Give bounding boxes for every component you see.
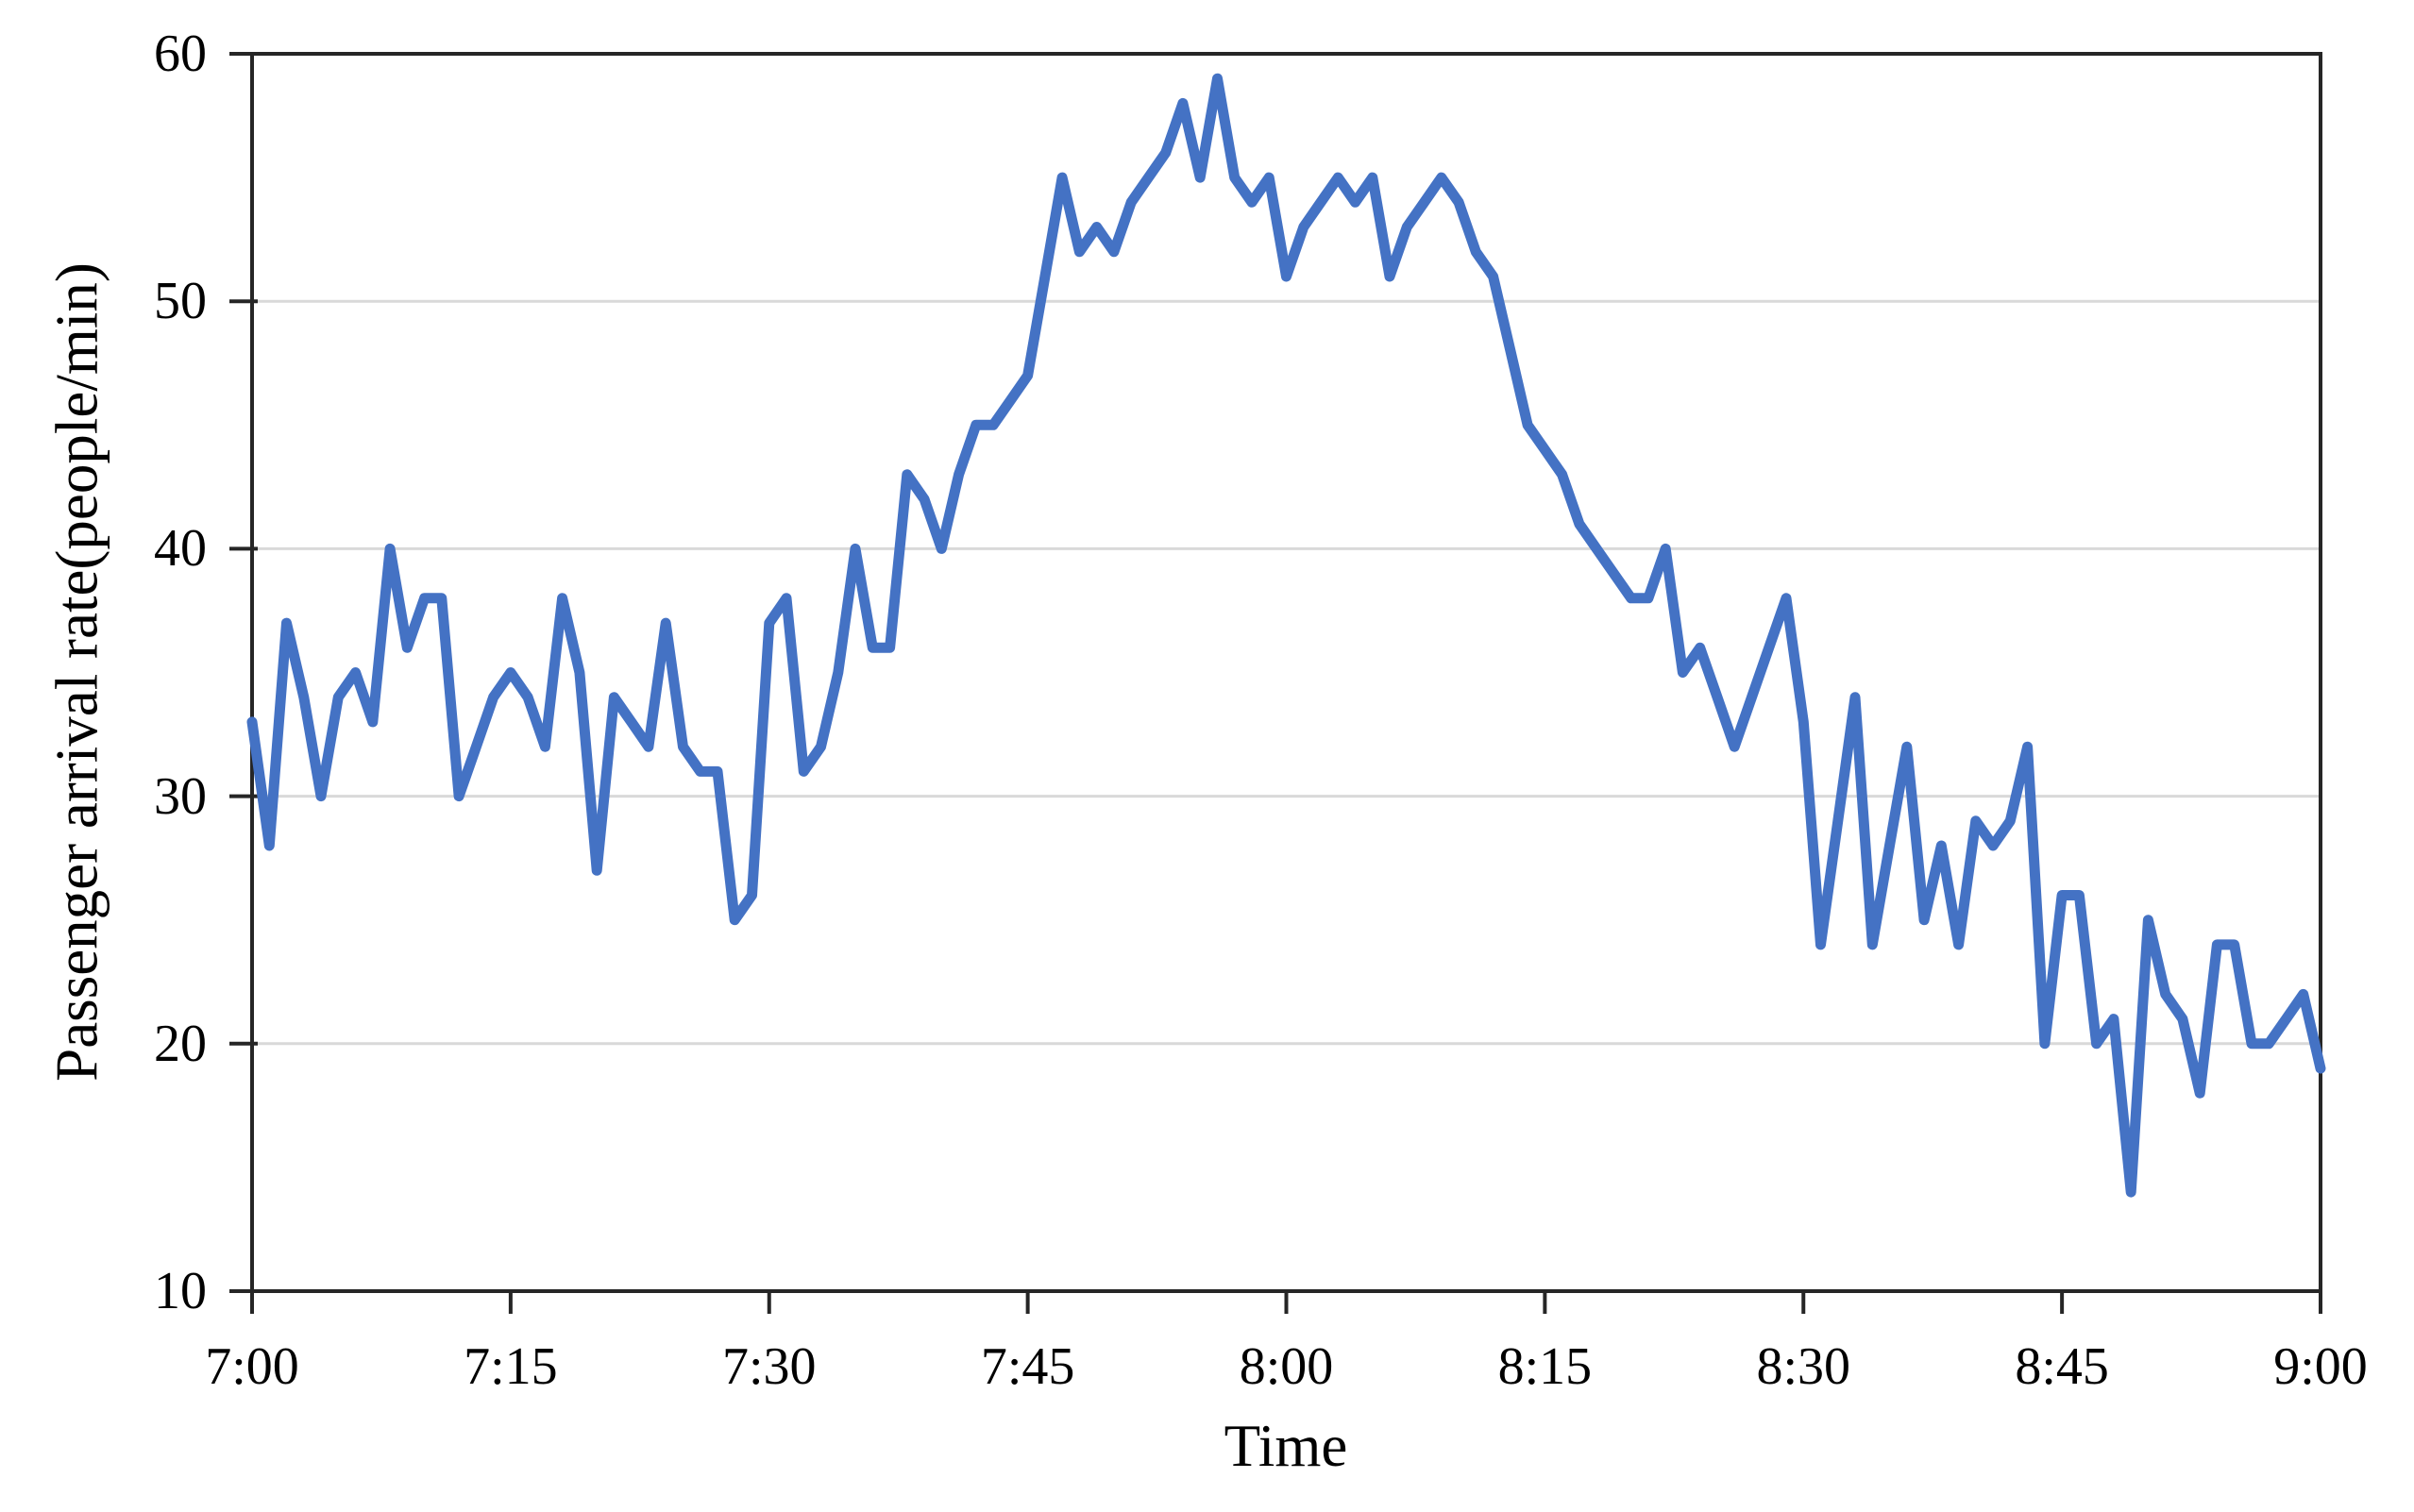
y-tick-label-30: 30 bbox=[154, 766, 207, 826]
y-tick-label-40: 40 bbox=[154, 519, 207, 579]
x-tick-label-7:00: 7:00 bbox=[205, 1337, 299, 1396]
passenger-arrival-rate-line bbox=[246, 73, 2326, 1198]
x-tick-label-8:00: 8:00 bbox=[1239, 1337, 1334, 1396]
x-tick-label-8:45: 8:45 bbox=[2015, 1337, 2109, 1396]
y-tick-label-60: 60 bbox=[154, 25, 207, 83]
x-tick-label-9:00: 9:00 bbox=[2273, 1337, 2368, 1396]
y-tick-label-50: 50 bbox=[154, 272, 207, 331]
y-tick-label-20: 20 bbox=[154, 1014, 207, 1073]
x-axis-title: Time bbox=[1224, 1413, 1348, 1479]
x-tick-label-8:15: 8:15 bbox=[1497, 1337, 1593, 1396]
plot-border bbox=[250, 52, 2322, 1293]
x-tick-label-7:15: 7:15 bbox=[464, 1337, 558, 1396]
x-tick-label-8:30: 8:30 bbox=[1756, 1337, 1851, 1396]
y-axis-title: Passenger arrival rate(people/min) bbox=[43, 262, 110, 1082]
x-tick-label-7:30: 7:30 bbox=[721, 1337, 817, 1396]
x-tick-label-7:45: 7:45 bbox=[980, 1337, 1075, 1396]
y-tick-label-10: 10 bbox=[154, 1262, 207, 1320]
